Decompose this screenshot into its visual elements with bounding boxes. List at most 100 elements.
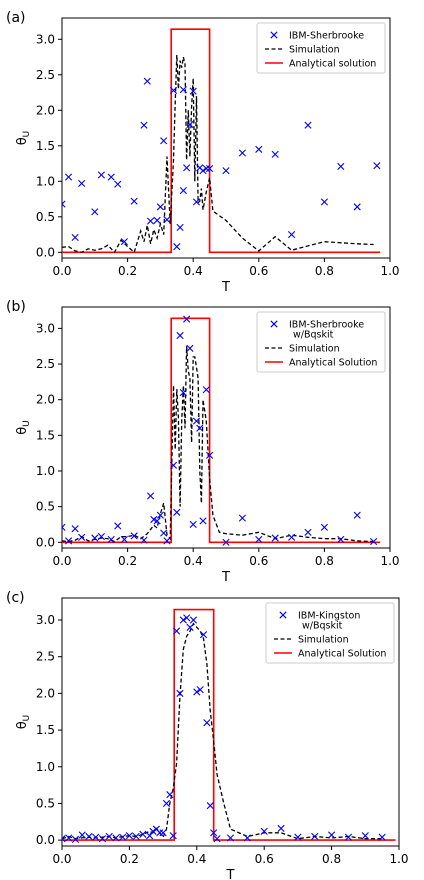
- data-point: [238, 514, 246, 522]
- legend-entry: IBM-Kingston w/Bqskit: [298, 611, 360, 632]
- data-point: [192, 417, 201, 425]
- data-point: [271, 150, 279, 158]
- data-point: [169, 832, 177, 840]
- x-tick-label: 0.4: [184, 554, 203, 568]
- x-tick-label: 0.2: [120, 852, 139, 866]
- data-layer: [62, 608, 396, 843]
- data-point: [173, 508, 181, 516]
- plot-frame: [61, 597, 400, 847]
- simulation-line: [62, 54, 374, 254]
- data-point: [163, 216, 171, 224]
- data-point: [71, 233, 79, 241]
- data-point: [328, 831, 336, 839]
- data-point: [169, 86, 178, 95]
- data-point: [183, 164, 191, 172]
- data-point: [146, 492, 155, 500]
- chart-panel-2: (b) 0.0 0.2 0.4 0.6 0.8 1.0 0.0 0.5 1.0 1.5 2.0 2.5 3…: [6, 299, 400, 585]
- legend-marker: [270, 320, 278, 328]
- y-tick-label: 1.0: [36, 760, 55, 774]
- data-point: [353, 511, 361, 519]
- data-point: [238, 149, 246, 157]
- data-point: [156, 829, 164, 837]
- data-point: [176, 223, 184, 232]
- data-point: [162, 799, 171, 808]
- data-point: [139, 830, 147, 838]
- plot-frame: [61, 17, 391, 259]
- data-point: [169, 461, 178, 469]
- data-point: [193, 688, 201, 696]
- data-point: [186, 120, 194, 129]
- y-tick-label: 0.0: [36, 833, 55, 847]
- data-point: [153, 517, 161, 525]
- data-point: [179, 388, 187, 397]
- y-tick-label: 1.0: [36, 464, 55, 478]
- legend-box: [256, 311, 386, 373]
- data-point: [344, 833, 353, 841]
- data-point: [206, 451, 214, 459]
- y-axis-label: θU: [15, 715, 32, 730]
- data-point: [146, 217, 155, 225]
- panel-label: (c): [6, 590, 25, 606]
- data-point: [353, 203, 361, 211]
- data-point: [304, 121, 312, 129]
- legend-entry: Analytical Solution: [289, 358, 377, 369]
- panel-label: (a): [6, 10, 26, 26]
- data-point: [153, 216, 161, 224]
- legend-entry: Simulation: [298, 635, 349, 646]
- x-axis-label: T: [226, 868, 235, 880]
- y-tick-label: 1.5: [36, 428, 55, 442]
- data-point: [179, 616, 187, 624]
- legend: IBM-Sherbrooke w/Bqskit Simulation Analytic…: [256, 311, 386, 373]
- y-tick-label: 2.5: [36, 68, 55, 82]
- x-tick-label: 0.0: [52, 554, 71, 568]
- data-point: [196, 686, 204, 694]
- data-point: [163, 537, 171, 545]
- y-tick-label: 2.5: [36, 650, 55, 664]
- y-tick-label: 1.5: [36, 723, 55, 737]
- data-point: [149, 827, 157, 835]
- data-point: [226, 834, 235, 842]
- data-point: [255, 535, 263, 544]
- data-point: [222, 167, 230, 175]
- data-point: [186, 623, 194, 631]
- data-point: [337, 162, 345, 170]
- legend-entry: Analytical solution: [289, 59, 376, 70]
- data-point: [255, 145, 263, 153]
- x-tick-label: 0.8: [315, 264, 334, 278]
- data-point: [130, 197, 138, 205]
- data-point: [166, 791, 174, 799]
- plot-frame: [61, 306, 391, 549]
- data-point: [199, 631, 208, 639]
- data-point: [132, 832, 140, 841]
- data-point: [294, 833, 302, 841]
- simulation-line: [62, 622, 383, 840]
- data-point: [304, 528, 312, 536]
- data-point: [196, 424, 204, 432]
- data-layer: [62, 315, 381, 546]
- x-tick-label: 1.0: [380, 554, 399, 568]
- chart-panel-3: (c) 0.0 0.2 0.4 0.6 0.8 1.0 0.0 0.5 1.0 1.5 2.0 2.5 3…: [6, 590, 409, 880]
- data-point: [183, 614, 191, 622]
- data-point: [189, 87, 197, 95]
- y-tick-label: 0.5: [36, 796, 55, 810]
- data-point: [337, 535, 345, 544]
- legend-marker: [270, 31, 278, 39]
- data-point: [92, 833, 100, 841]
- y-tick-label: 3.0: [36, 613, 55, 627]
- data-point: [65, 834, 73, 842]
- data-point: [203, 719, 211, 727]
- x-tick-label: 0.4: [184, 264, 203, 278]
- x-tick-label: 0.6: [249, 264, 268, 278]
- legend-entry: Simulation: [289, 344, 340, 355]
- data-point: [62, 835, 66, 843]
- data-point: [143, 77, 151, 85]
- data-point: [97, 533, 105, 541]
- y-tick-label: 3.0: [36, 321, 55, 335]
- data-point: [146, 832, 154, 840]
- data-point: [64, 537, 73, 545]
- x-tick-label: 1.0: [380, 264, 399, 278]
- legend-box: [256, 22, 386, 74]
- data-point: [189, 520, 197, 529]
- analytical-solution-line: [62, 28, 381, 254]
